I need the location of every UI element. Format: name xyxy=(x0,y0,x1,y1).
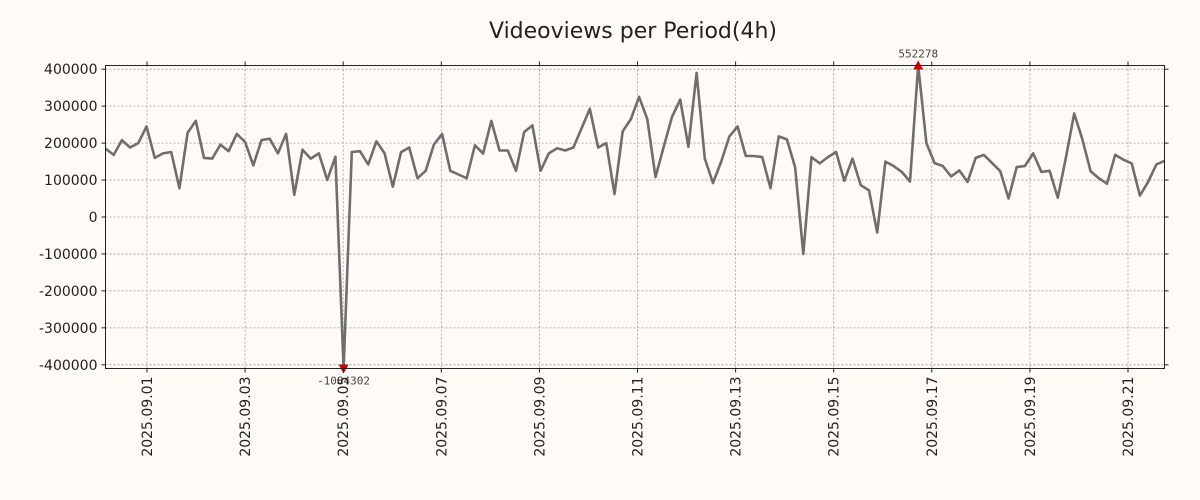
min-annotation: -1084302 xyxy=(317,375,370,388)
y-tick-label: -200000 xyxy=(39,284,98,300)
x-tick-label: 2025.09.17 xyxy=(925,377,941,457)
extreme-markers: 552278 -1084302 xyxy=(317,48,938,388)
x-tick-label: 2025.09.13 xyxy=(729,377,745,457)
chart-title: Videoviews per Period(4h) xyxy=(489,19,777,44)
y-tick-label: 400000 xyxy=(44,62,97,78)
y-tick-label: -300000 xyxy=(39,321,98,337)
series-line xyxy=(104,64,1166,370)
x-tick-label: 2025.09.07 xyxy=(434,377,450,457)
series-layer xyxy=(104,64,1166,370)
y-tick-label: 100000 xyxy=(44,173,97,189)
axes: 400000 300000 200000 100000 0 -100000 -200000 -… xyxy=(39,61,1169,457)
x-tick-label: 2025.09.19 xyxy=(1023,377,1039,457)
x-tick-label: 2025.09.09 xyxy=(532,377,548,457)
x-tick-label: 2025.09.21 xyxy=(1121,377,1137,457)
x-tick-label: 2025.09.15 xyxy=(827,377,843,457)
x-tick-label: 2025.09.01 xyxy=(140,377,156,457)
y-tick-label: -400000 xyxy=(39,358,98,374)
y-tick-label: -100000 xyxy=(39,247,98,263)
y-tick-label: 300000 xyxy=(44,99,97,115)
plot-frame xyxy=(105,65,1165,369)
x-tick-label: 2025.09.11 xyxy=(631,377,647,457)
x-tick-label: 2025.09.03 xyxy=(238,377,254,457)
y-tick-label: 0 xyxy=(89,210,98,226)
max-annotation: 552278 xyxy=(898,48,938,61)
y-tick-label: 200000 xyxy=(44,136,97,152)
x-tick-label: 2025.09.05 xyxy=(336,377,352,457)
